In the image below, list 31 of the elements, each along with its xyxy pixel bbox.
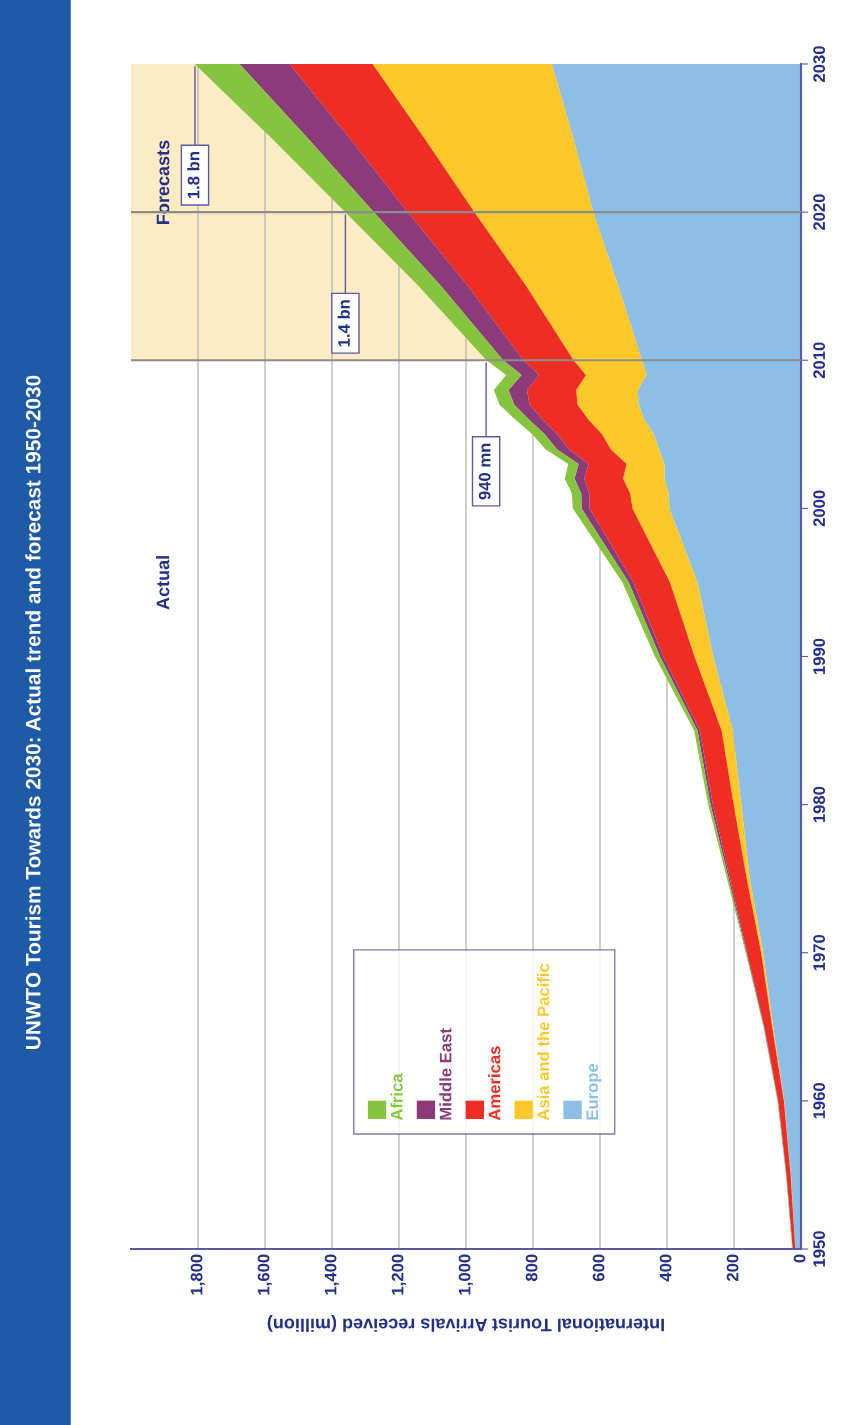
y-tick-label: 1960	[813, 1083, 826, 1119]
y-tick-label: 1970	[813, 934, 826, 971]
x-tick-label: 200	[726, 1254, 739, 1282]
text: Africa	[390, 1073, 403, 1121]
x-axis-title: International Tourist Arrivals received (million)	[267, 1315, 664, 1332]
text: Europe	[586, 1063, 602, 1120]
y-tick-label: 1980	[813, 786, 826, 823]
y-tick-label: 1990	[813, 638, 826, 674]
x-tick-label: 800	[525, 1254, 538, 1282]
y-tick-label: 2000	[813, 490, 826, 527]
annotation: 940 mn	[478, 443, 491, 500]
x-tick-label: 1,600	[257, 1254, 272, 1295]
text: UNWTO Tourism Towards 2030: Actual trend and forecast 1950-2030	[25, 375, 41, 1049]
y-tick-label: 2020	[813, 194, 826, 231]
y-tick-label: 2030	[813, 46, 826, 82]
annotation: 1.4 bn	[337, 300, 350, 347]
y-tick-label: 1950	[813, 1231, 826, 1267]
text: Middle East	[439, 1028, 452, 1120]
x-tick-label: 1,800	[190, 1254, 205, 1295]
text: Americas	[488, 1046, 501, 1121]
x-tick-label: 1,400	[324, 1254, 339, 1295]
x-tick-label: 1,200	[391, 1254, 406, 1295]
y-tick-label: 2010	[813, 342, 826, 379]
annotation: Actual	[156, 556, 170, 610]
x-tick-label: 400	[659, 1254, 672, 1282]
band-label: Forecasts	[156, 140, 170, 224]
annotation: 1.8 bn	[187, 152, 200, 199]
text: Asia and the Pacific	[537, 963, 550, 1121]
x-tick-label: 1,000	[458, 1254, 473, 1295]
x-tick-label: 0	[793, 1254, 806, 1263]
x-tick-label: 600	[592, 1254, 605, 1282]
